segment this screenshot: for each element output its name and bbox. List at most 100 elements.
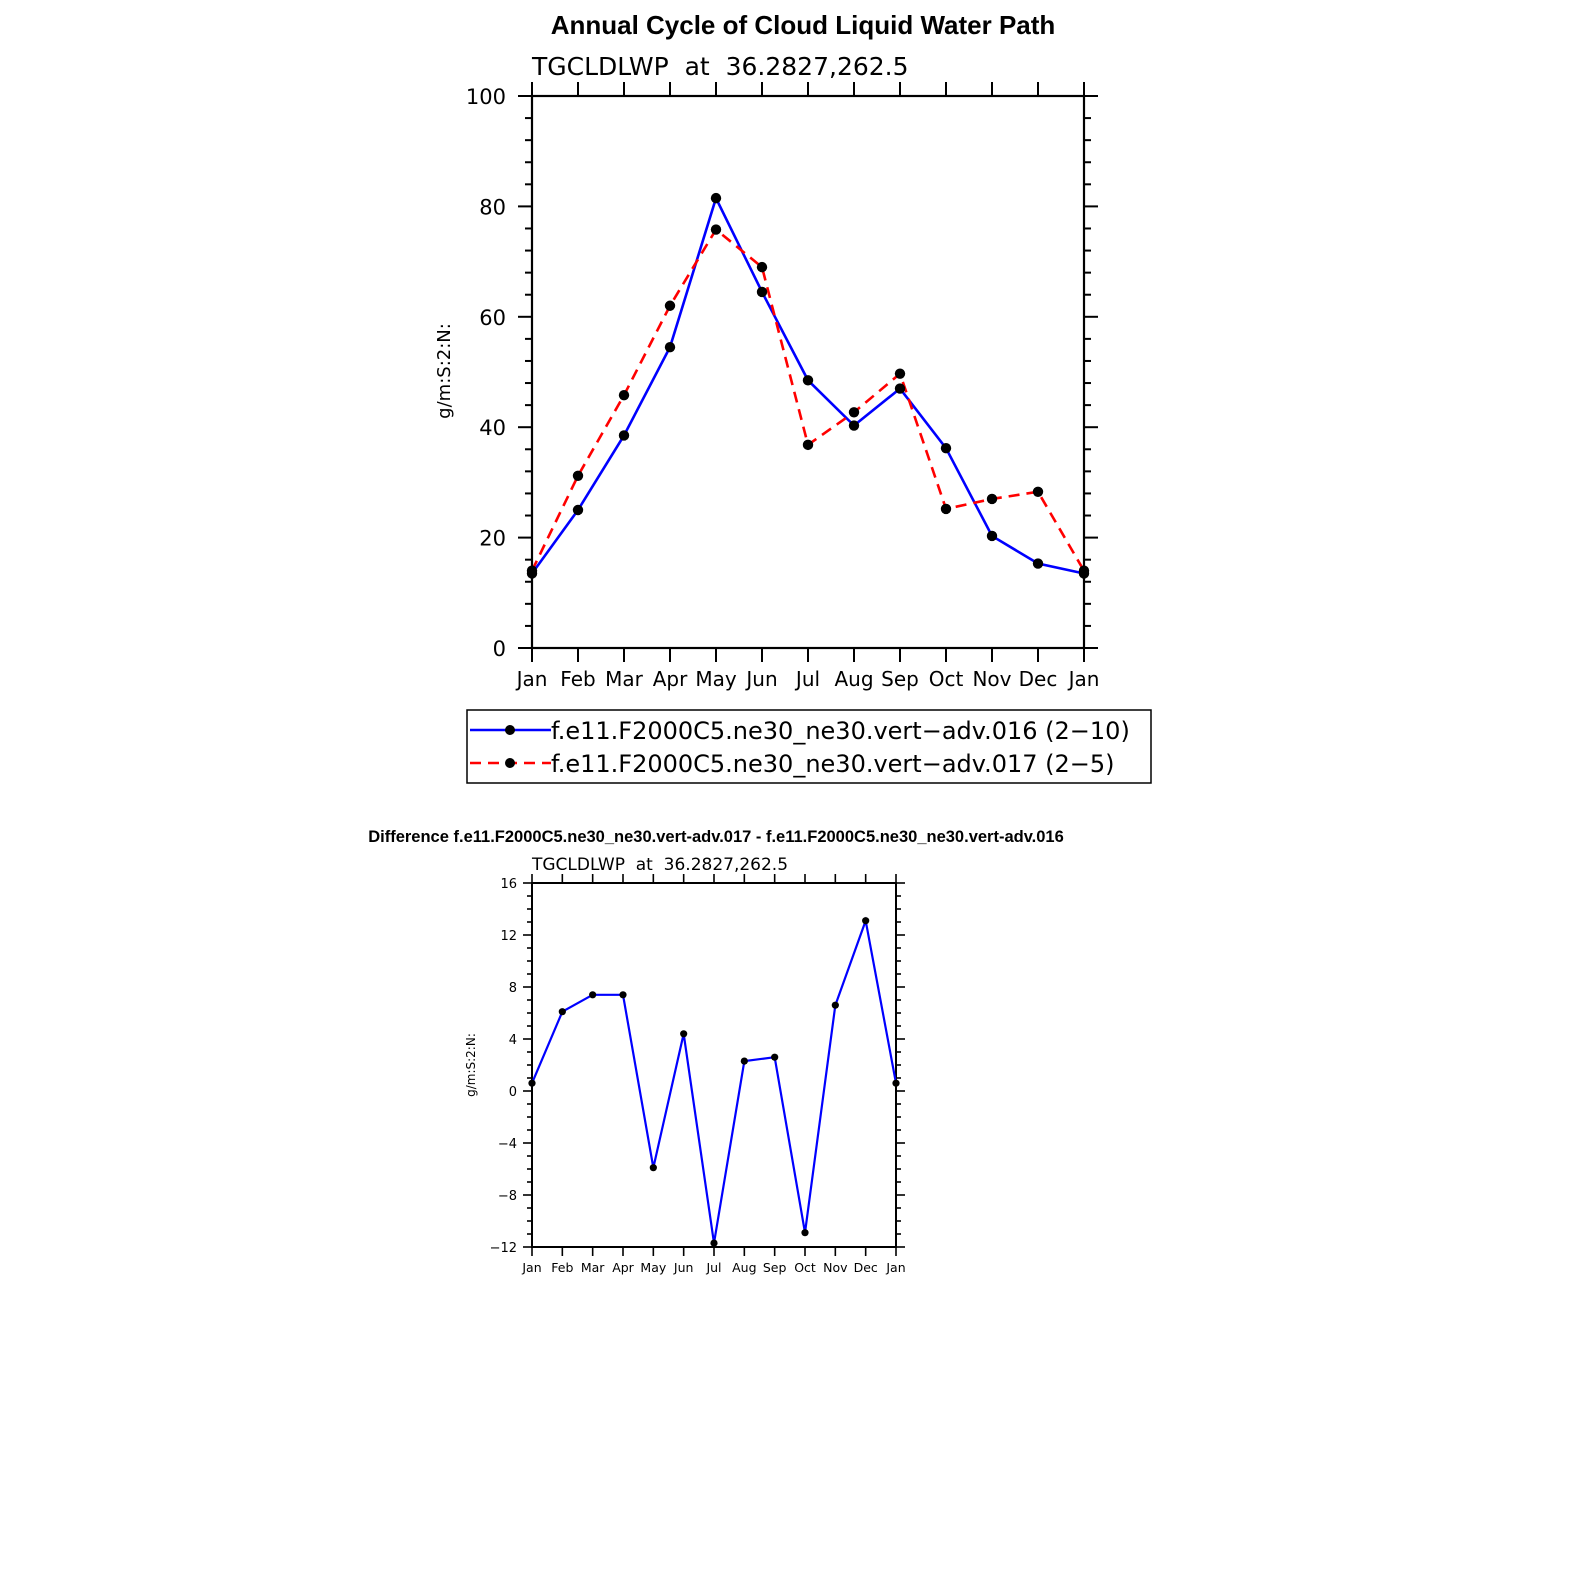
data-point-series-1	[710, 1239, 718, 1247]
ytick-label: 16	[500, 877, 517, 892]
ytick-label: 100	[466, 85, 506, 109]
main-chart-ticks	[518, 82, 1098, 662]
data-point-series-2	[1078, 565, 1090, 576]
legend-box	[466, 709, 1152, 784]
data-point-series-2	[986, 493, 998, 505]
data-point-series-2	[1032, 486, 1044, 497]
ytick-label: −8	[498, 1189, 517, 1204]
xtick-label: Mar	[581, 1260, 605, 1275]
xtick-label: Apr	[653, 667, 688, 691]
data-point-series-1	[756, 286, 768, 298]
xtick-label: Sep	[763, 1260, 787, 1275]
xtick-label: Oct	[794, 1260, 816, 1275]
difference-chart-plot-frame	[531, 882, 897, 1248]
difference-chart-ytick-labels: −12 −8 −4 0 4 8 12 16	[490, 877, 517, 1256]
ytick-label: 0	[493, 637, 506, 661]
data-point-series-2	[756, 261, 768, 273]
data-point-series-1	[680, 1030, 688, 1038]
xtick-label: Aug	[834, 667, 873, 691]
data-point-series-1	[862, 917, 870, 925]
main-chart-ylabel: g/m:S:2:N:	[434, 323, 455, 419]
xtick-label: Jun	[673, 1260, 694, 1275]
xtick-label: Nov	[823, 1260, 848, 1275]
ytick-label: 0	[509, 1085, 517, 1100]
xtick-label: Jun	[744, 667, 777, 691]
xtick-label: Apr	[612, 1260, 634, 1275]
main-chart-subtitle: TGCLDLWP at 36.2827,262.5	[531, 52, 909, 81]
main-chart-title: Annual Cycle of Cloud Liquid Water Path	[551, 10, 1056, 40]
xtick-label: Jul	[794, 667, 820, 691]
xtick-label: Aug	[732, 1260, 756, 1275]
data-point-series-1	[589, 991, 597, 999]
main-chart: Annual Cycle of Cloud Liquid Water Path …	[434, 10, 1152, 784]
data-point-series-2	[848, 407, 860, 418]
data-point-series-1	[1032, 558, 1044, 569]
ytick-label: 60	[479, 306, 506, 330]
data-point-series-1	[572, 504, 584, 516]
data-point-series-2	[618, 389, 630, 401]
ytick-label: 80	[479, 195, 506, 219]
data-point-series-1	[649, 1164, 657, 1172]
ytick-label: 4	[509, 1033, 517, 1048]
data-point-series-1	[802, 375, 814, 386]
xtick-label: Oct	[929, 667, 964, 691]
data-point-series-1	[528, 1079, 536, 1087]
data-point-series-1	[986, 530, 998, 542]
xtick-label: Jan	[1067, 667, 1100, 691]
xtick-label: Sep	[881, 667, 919, 691]
legend-label-series-1: f.e11.F2000C5.ne30_ne30.vert−adv.016 (2−…	[551, 717, 1130, 745]
data-point-series-1	[619, 991, 627, 999]
difference-chart: Difference f.e11.F2000C5.ne30_ne30.vert-…	[368, 828, 1064, 1275]
data-point-series-1	[892, 1079, 900, 1087]
xtick-label: Jan	[885, 1260, 905, 1275]
data-point-series-1	[801, 1229, 809, 1237]
main-chart-xtick-labels: Jan Feb Mar Apr May Jun Jul Aug Sep Oct Nov Dec Jan	[515, 667, 1100, 691]
difference-chart-subtitle: TGCLDLWP at 36.2827,262.5	[531, 855, 788, 875]
series-line-2	[530, 227, 1086, 572]
data-point-series-1	[710, 192, 722, 204]
data-point-series-2	[710, 224, 722, 235]
difference-chart-title: Difference f.e11.F2000C5.ne30_ne30.vert-…	[368, 828, 1064, 846]
data-point-series-2	[802, 439, 814, 451]
difference-chart-xtick-labels: Jan Feb Mar Apr May Jun Jul Aug Sep Oct Nov Dec Jan	[521, 1260, 905, 1275]
xtick-label: May	[695, 667, 737, 691]
main-chart-plot-frame	[530, 94, 1086, 650]
xtick-label: Feb	[551, 1260, 573, 1275]
xtick-label: Jul	[705, 1260, 721, 1275]
xtick-label: Nov	[972, 667, 1011, 691]
difference-chart-ticks	[523, 874, 905, 1256]
xtick-label: Mar	[605, 667, 644, 691]
data-point-series-1	[894, 383, 906, 394]
data-point-series-2	[664, 300, 676, 311]
series-line-1	[530, 194, 1085, 575]
xtick-label: Dec	[854, 1260, 878, 1275]
ytick-label: 8	[509, 981, 517, 996]
difference-chart-ylabel: g/m:S:2:N:	[464, 1033, 478, 1097]
data-point-series-1	[848, 420, 860, 431]
data-point-series-1	[940, 442, 952, 454]
main-chart-legend: f.e11.F2000C5.ne30_ne30.vert−adv.016 (2−…	[466, 709, 1152, 784]
legend-marker-series-1	[505, 725, 515, 735]
data-point-series-1	[740, 1057, 748, 1065]
legend-marker-series-2	[505, 758, 515, 768]
xtick-label: Feb	[560, 667, 595, 691]
xtick-label: Jan	[521, 1260, 541, 1275]
data-point-series-1	[558, 1008, 566, 1016]
main-chart-ytick-labels: 0 20 40 60 80 100	[466, 85, 506, 661]
data-point-series-1	[618, 430, 630, 441]
data-point-series-1	[831, 1001, 839, 1009]
data-point-series-2	[572, 470, 584, 481]
ytick-label: 20	[479, 527, 506, 551]
data-point-series-2	[526, 565, 538, 576]
data-point-series-2	[894, 368, 906, 379]
data-point-series-1	[771, 1053, 779, 1061]
main-chart-series	[526, 192, 1090, 579]
ytick-label: −12	[490, 1241, 517, 1256]
ytick-label: 40	[479, 416, 506, 440]
xtick-label: May	[640, 1260, 666, 1275]
xtick-label: Dec	[1019, 667, 1058, 691]
ytick-label: 12	[500, 929, 517, 944]
series-line-1	[530, 916, 898, 1244]
ytick-label: −4	[498, 1137, 517, 1152]
difference-chart-series	[528, 916, 900, 1247]
